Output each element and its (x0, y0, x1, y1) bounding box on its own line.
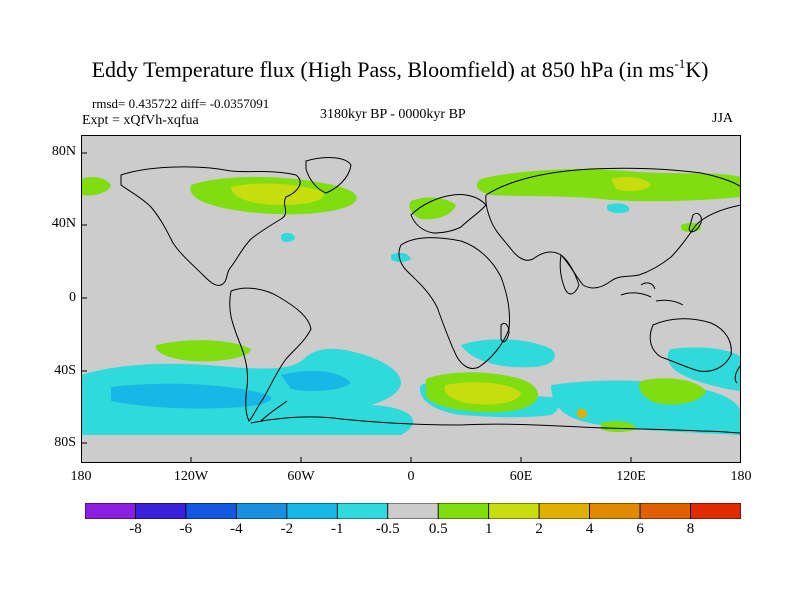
south-atlantic-positive-core (444, 382, 521, 405)
colorbar-label: 6 (636, 521, 644, 537)
north-pacific-positive (81, 177, 111, 196)
lat-tick-label: 40S (54, 363, 76, 378)
coastline-australia (649, 318, 732, 372)
colorbar-label: 2 (535, 521, 543, 537)
lon-tick-label: 120W (173, 469, 209, 484)
south-positive-spot (577, 408, 587, 418)
colorbar-swatch (589, 503, 641, 519)
south-pacific-positive (155, 340, 251, 362)
coastline-south-america (229, 287, 312, 422)
lon-tick-label: 60W (287, 469, 315, 484)
southern-negative-band-3 (461, 339, 555, 368)
experiment-label: Expt = xQfVh-xqfua (82, 113, 199, 128)
lat-tick-label: 40N (51, 216, 76, 231)
southern-negative-inner-2 (281, 370, 351, 391)
colorbar-swatch (135, 503, 187, 519)
coastline-indonesia (620, 282, 684, 306)
lat-tick-label: 80S (54, 435, 76, 450)
south-pacific-positive-2 (601, 421, 636, 432)
coastline-asia (485, 167, 741, 289)
lat-tick-label: 80N (51, 144, 76, 159)
north-america-positive-core (231, 183, 324, 205)
southern-negative-inner (111, 383, 272, 409)
coastline-africa (398, 237, 510, 370)
east-atlantic-negative (607, 203, 630, 214)
coastline-greenland (305, 157, 352, 194)
lon-tick-label: 120E (616, 469, 646, 484)
colorbar-label: -2 (280, 521, 294, 537)
colorbar-swatch (437, 503, 490, 519)
map-panel (81, 135, 741, 463)
colorbar-swatch (690, 503, 741, 519)
tropical-negative (281, 232, 295, 242)
title-main: Eddy Temperature flux (High Pass, Bloomf… (91, 57, 675, 82)
colorbar-label: -6 (179, 521, 193, 537)
colorbar-swatch (639, 503, 691, 519)
lat-tick-label: 0 (69, 290, 76, 305)
coastline-layer (120, 157, 741, 434)
title-superscript: -1 (674, 56, 686, 71)
coastline-madagascar (500, 322, 510, 343)
colorbar-label: 4 (585, 521, 594, 537)
title-end: K) (685, 57, 709, 82)
colorbar-label: -1 (331, 521, 344, 537)
colorbar-swatch (235, 503, 288, 519)
colorbar-swatch (538, 503, 591, 519)
colorbar-swatch (286, 503, 338, 519)
coastline-europe (410, 194, 487, 234)
asia-positive-core (611, 177, 651, 192)
colorbar-swatch (387, 503, 439, 519)
colorbar-label: 0.5 (428, 521, 448, 537)
asia-positive (476, 169, 741, 202)
colorbar-label: 1 (484, 521, 493, 537)
south-indian-positive (639, 378, 706, 405)
lon-tick-label: 180 (730, 469, 752, 484)
lon-tick-label: 60E (509, 469, 533, 484)
colorbar-swatch (488, 503, 540, 519)
stats-line: rmsd= 0.435722 diff= -0.0357091 (92, 96, 270, 111)
colorbar-swatch (85, 503, 136, 519)
season-label: JJA (712, 111, 734, 126)
colorbar-label: -4 (230, 521, 243, 537)
colorbar-label: 8 (686, 521, 695, 537)
plot-title: Eddy Temperature flux (High Pass, Bloomf… (0, 56, 800, 83)
europe-positive (409, 197, 456, 220)
coastline-india (559, 254, 580, 295)
tick-marks (81, 152, 632, 463)
coastline-north-america (120, 166, 301, 286)
coastline-antarctica (250, 416, 741, 434)
lon-tick-label: 180 (70, 469, 92, 484)
colorbar-label: -0.5 (375, 521, 400, 537)
colorbar-swatch (336, 503, 389, 519)
southern-negative-band-5 (667, 347, 741, 391)
coastline-japan (688, 212, 702, 233)
coastline-antarctic-peninsula (260, 400, 288, 422)
period-label: 3180kyr BP - 0000kyr BP (320, 107, 466, 122)
north-atlantic-negative (391, 252, 411, 262)
colorbar (85, 503, 741, 519)
lon-tick-label: 0 (407, 469, 415, 484)
colorbar-label: -8 (129, 521, 142, 537)
colorbar-swatch (185, 503, 237, 519)
map-fill-layer (81, 135, 741, 463)
coastline-new-zealand (734, 364, 741, 384)
